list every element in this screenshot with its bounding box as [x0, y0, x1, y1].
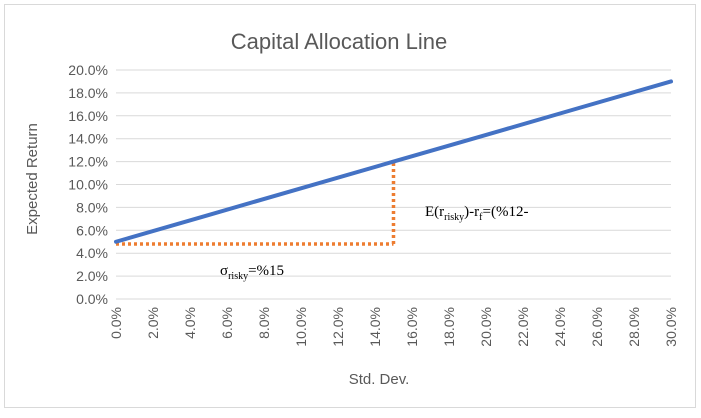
y-tick-label: 2.0% — [76, 268, 108, 284]
series-group — [114, 79, 673, 244]
x-tick-label: 0.0% — [108, 307, 124, 339]
return-difference-annotation: E(rrisky)-rf=(%12- — [425, 204, 528, 223]
y-tick-label: 6.0% — [76, 222, 108, 238]
guide-lines — [116, 161, 396, 246]
x-tick-label: 2.0% — [145, 307, 161, 339]
y-tick-label: 18.0% — [68, 85, 108, 101]
chart-title: Capital Allocation Line — [231, 29, 447, 54]
x-tick-label: 4.0% — [182, 307, 198, 339]
chart-frame: 0.0% 2.0% 4.0% 6.0% 8.0% 10.0% 12.0% 14.0% 16.0%… — [4, 4, 696, 408]
x-tick-label: 22.0% — [515, 307, 531, 347]
x-tick-label: 18.0% — [441, 307, 457, 347]
y-tick-labels: 0.0% 2.0% 4.0% 6.0% 8.0% 10.0% 12.0% 14.0% 16.0%… — [68, 62, 108, 307]
y-tick-label: 14.0% — [68, 131, 108, 147]
x-tick-label: 20.0% — [478, 307, 494, 347]
x-tick-label: 12.0% — [330, 307, 346, 347]
cal-series-line — [114, 79, 673, 244]
x-tick-label: 6.0% — [219, 307, 235, 339]
y-tick-label: 8.0% — [76, 199, 108, 215]
x-tick-labels: 0.0% 2.0% 4.0% 6.0% 8.0% 10.0% 12.0% 14.0% 16.0%… — [108, 307, 679, 347]
y-tick-label: 12.0% — [68, 154, 108, 170]
chart: 0.0% 2.0% 4.0% 6.0% 8.0% 10.0% 12.0% 14.0% 16.0%… — [24, 29, 679, 388]
x-tick-label: 30.0% — [663, 307, 679, 347]
x-tick-label: 24.0% — [552, 307, 568, 347]
x-tick-label: 16.0% — [404, 307, 420, 347]
y-tick-label: 20.0% — [68, 62, 108, 78]
y-tick-label: 10.0% — [68, 177, 108, 193]
y-tick-label: 16.0% — [68, 108, 108, 124]
x-tick-label: 28.0% — [626, 307, 642, 347]
x-tick-label: 14.0% — [367, 307, 383, 347]
sigma-annotation: σrisky=%15 — [220, 263, 284, 282]
x-axis-label: Std. Dev. — [349, 371, 410, 388]
x-tick-label: 26.0% — [589, 307, 605, 347]
y-axis-label: Expected Return — [24, 123, 41, 235]
y-tick-label: 0.0% — [76, 291, 108, 307]
y-tick-label: 4.0% — [76, 245, 108, 261]
x-tick-label: 8.0% — [256, 307, 272, 339]
x-tick-label: 10.0% — [293, 307, 309, 347]
